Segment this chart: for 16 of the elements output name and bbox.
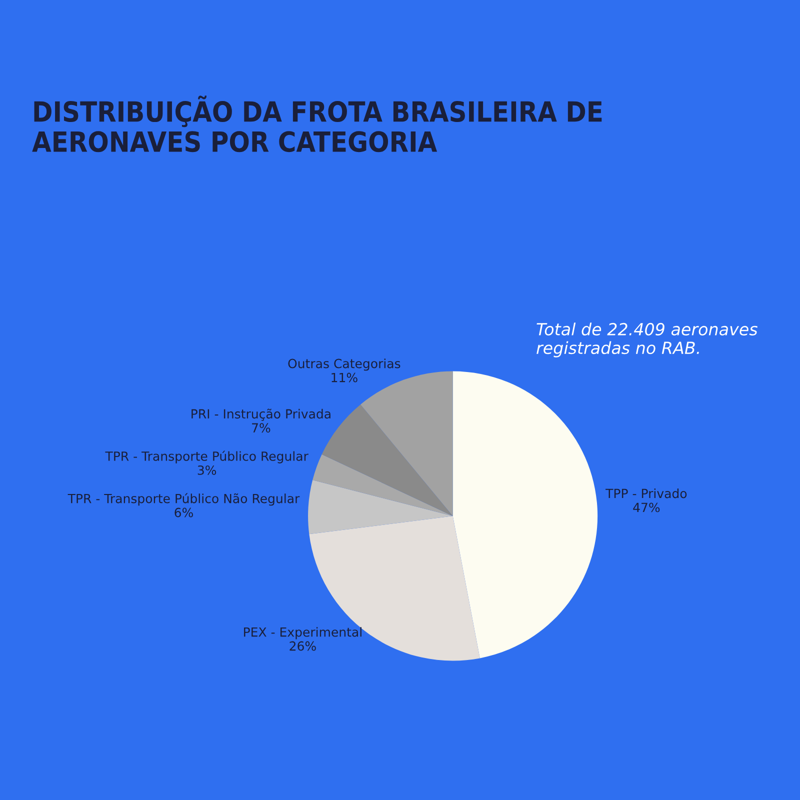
data-label: 7% [252, 423, 270, 433]
data-label: 26% [290, 641, 316, 651]
slice-label: TPR - Transporte Público Não Regular [68, 493, 300, 506]
slice-label: TPR - Transporte Público Regular [105, 450, 308, 464]
slice-label: PRI - Instrução Privada [192, 408, 330, 421]
data-label: 47% [633, 502, 660, 512]
slice-label: Outras Categorias [288, 358, 400, 371]
slice-label: TPP - Privado [606, 488, 687, 498]
data-label: 6% [174, 508, 193, 518]
data-label: 11% [332, 372, 358, 382]
pie-slice [308, 480, 453, 534]
pie-slice [452, 371, 598, 658]
slice-label: PEX - Experimental [244, 627, 362, 640]
chart-title: DISTRIBUIÇÃO DA FROTA BRASILEIRA DE AERONAVES POR CATEGORIA [32, 96, 602, 152]
data-label: 3% [198, 465, 216, 475]
text: Total de 22.409 aeronaves registradas no RAB. [536, 322, 758, 358]
